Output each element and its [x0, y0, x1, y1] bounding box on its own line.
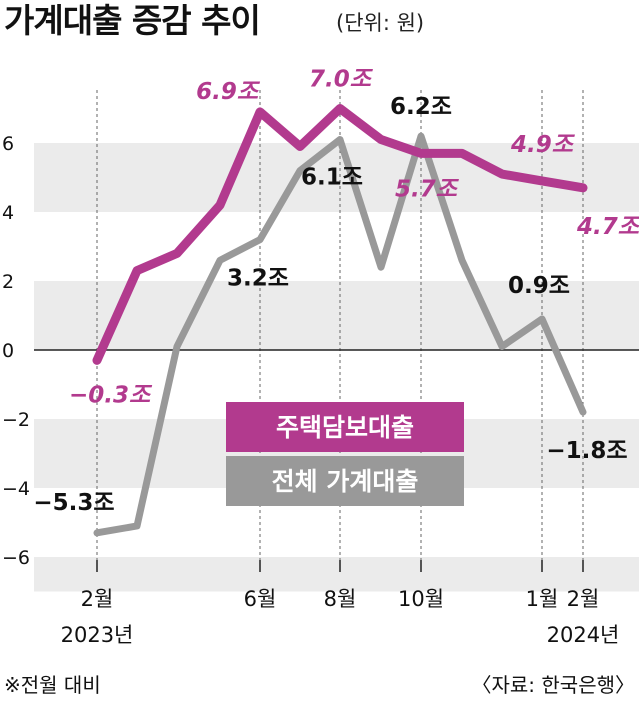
data-label-mortgage: 6.9조: [196, 79, 261, 105]
x-tick-year-label: 2023년: [61, 623, 134, 647]
data-label-total: 6.2조: [390, 94, 452, 120]
legend-mortgage-swatch: [226, 402, 464, 452]
legend-total-swatch: [226, 456, 464, 506]
y-tick-label: −2: [2, 409, 30, 431]
source-note: 〈자료: 한국은행〉: [472, 673, 636, 697]
data-label-mortgage: −0.3조: [69, 382, 153, 408]
y-tick-label: 0: [2, 340, 14, 362]
x-tick-label: 1월: [526, 587, 559, 611]
data-label-mortgage: 5.7조: [395, 176, 460, 202]
x-tick-year-label: 2024년: [547, 623, 620, 647]
series-line-total: [93, 132, 587, 537]
y-tick-label: −4: [2, 478, 30, 500]
data-label-mortgage: 4.7조: [576, 214, 639, 240]
unit-label: (단위: 원): [336, 11, 424, 35]
series-line-mortgage: [92, 104, 588, 365]
x-tick-label: 2월: [567, 587, 600, 611]
data-label-total: −1.8조: [546, 438, 627, 464]
x-tick-label: 10월: [398, 587, 444, 611]
series-lines: [92, 104, 588, 537]
x-tick-label: 6월: [244, 587, 277, 611]
guide-lines: [96, 90, 584, 570]
data-label-mortgage: 7.0조: [309, 67, 374, 93]
legend-mortgage-label: 주택담보대출: [276, 413, 414, 442]
data-label-total: −5.3조: [33, 490, 114, 516]
grid-bands: [34, 143, 639, 592]
x-tick-label: 8월: [324, 587, 357, 611]
data-label-total: 0.9조: [508, 273, 570, 299]
x-axis-ticks: 2월 2023년 6월 8월 10월 1월 2월 2024년: [61, 560, 620, 647]
grid-band-1: [34, 281, 639, 350]
y-tick-label: 2: [2, 271, 14, 293]
chart-title: 가계대출 증감 추이: [4, 1, 260, 40]
x-tick-label: 2월: [81, 587, 114, 611]
data-label-total: 3.2조: [227, 266, 289, 292]
legend-total-label: 전체 가계대출: [272, 467, 419, 496]
data-labels: −0.3조 6.9조 7.0조 5.7조 4.9조 4.7조 −5.3조 3.2조 6.1조 6.…: [33, 67, 639, 516]
y-tick-label: 4: [2, 202, 14, 224]
y-tick-label: −6: [2, 547, 30, 569]
y-axis-ticks: −6 −4 −2 0 2 4 6: [2, 133, 30, 569]
legend: 주택담보대출 전체 가계대출: [226, 402, 464, 506]
data-label-total: 6.1조: [301, 165, 363, 191]
y-tick-label: 6: [2, 133, 14, 155]
data-label-mortgage: 4.9조: [510, 132, 576, 158]
footnote: ※전월 대비: [4, 673, 101, 697]
grid-band-3: [34, 557, 639, 592]
